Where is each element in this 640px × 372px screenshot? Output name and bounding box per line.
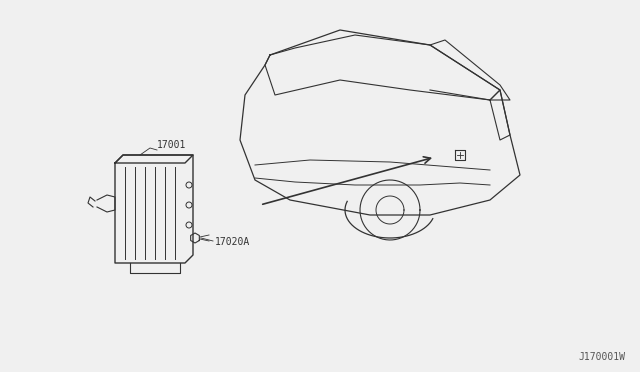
Text: 17001: 17001 — [157, 140, 186, 150]
Text: J170001W: J170001W — [578, 352, 625, 362]
Text: 17020A: 17020A — [215, 237, 250, 247]
